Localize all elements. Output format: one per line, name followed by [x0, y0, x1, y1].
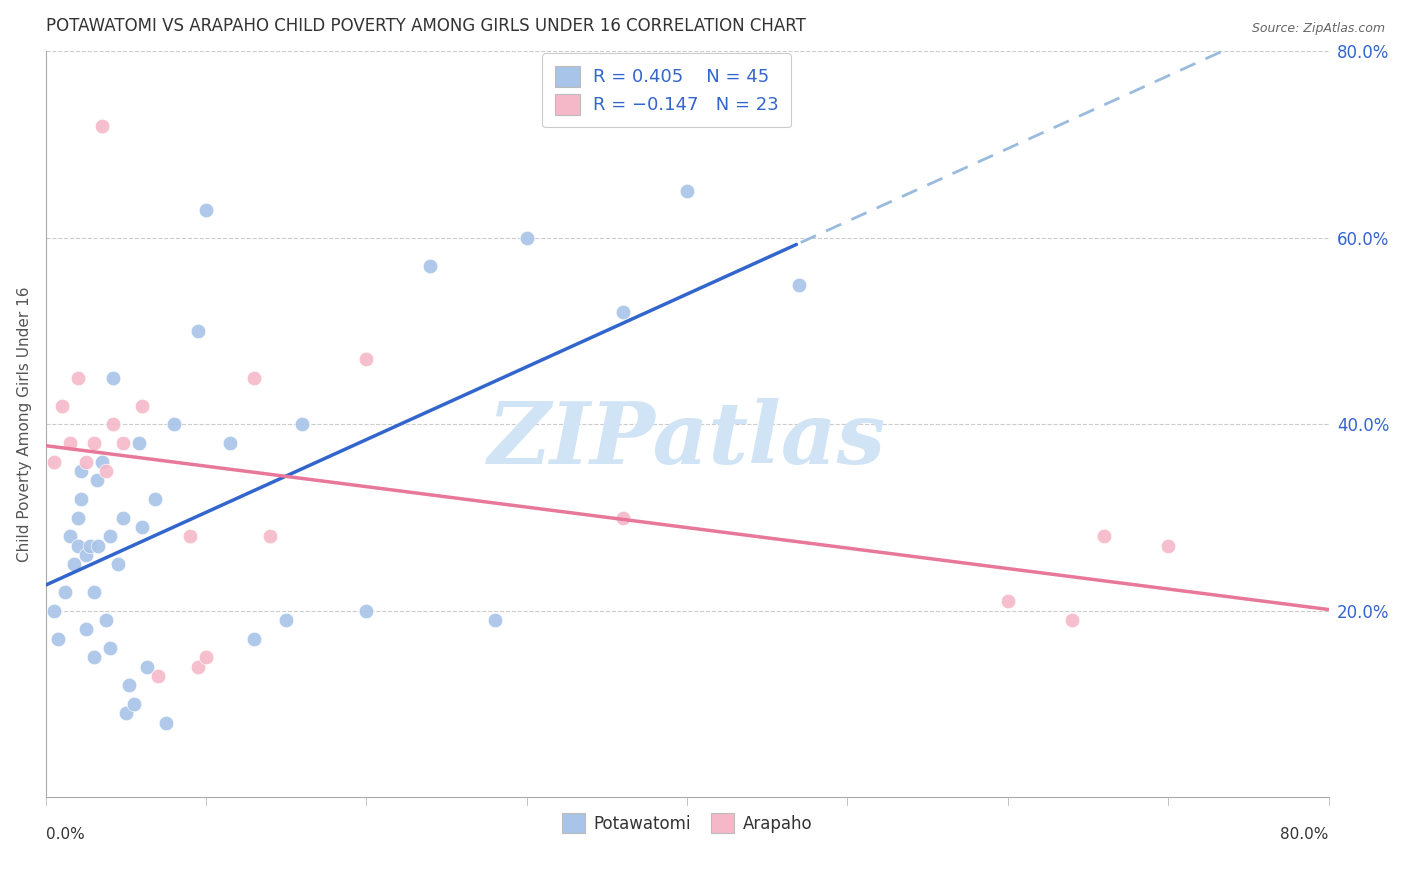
Point [96, 464, 118, 478]
Point [75, 548, 97, 562]
Point [111, 510, 134, 524]
Point [612, 510, 634, 524]
Point [128, 436, 150, 450]
Point [101, 417, 124, 432]
Point [98, 529, 121, 543]
Point [96, 613, 118, 627]
Point [131, 399, 153, 413]
Point [163, 417, 186, 432]
Text: 80.0%: 80.0% [1279, 827, 1329, 842]
Point [291, 417, 314, 432]
Point [219, 436, 242, 450]
Point [69, 464, 91, 478]
Point [83, 650, 105, 665]
Point [59, 436, 82, 450]
Point [259, 529, 281, 543]
Point [243, 632, 266, 646]
Point [419, 259, 441, 273]
Point [66, 539, 89, 553]
Point [997, 594, 1019, 608]
Point [98, 641, 121, 656]
Point [356, 604, 378, 618]
Text: ZIPatlas: ZIPatlas [488, 398, 886, 481]
Point [131, 520, 153, 534]
Point [135, 659, 157, 673]
Point [83, 436, 105, 450]
Point [63, 557, 86, 571]
Point [612, 305, 634, 319]
Point [1157, 539, 1180, 553]
Point [107, 557, 129, 571]
Text: Source: ZipAtlas.com: Source: ZipAtlas.com [1251, 22, 1385, 36]
Point [1060, 613, 1083, 627]
Legend: Potawatomi, Arapaho: Potawatomi, Arapaho [554, 805, 821, 841]
Point [194, 202, 217, 217]
Point [1092, 529, 1115, 543]
Point [187, 659, 209, 673]
Point [87, 539, 110, 553]
Point [90, 119, 112, 133]
Point [194, 650, 217, 665]
Point [51, 399, 73, 413]
Y-axis label: Child Poverty Among Girls Under 16: Child Poverty Among Girls Under 16 [17, 286, 32, 562]
Point [114, 706, 136, 721]
Point [66, 370, 89, 384]
Point [787, 277, 810, 292]
Point [243, 370, 266, 384]
Point [48, 632, 70, 646]
Point [143, 491, 166, 506]
Point [146, 669, 169, 683]
Point [111, 436, 134, 450]
Point [86, 473, 108, 487]
Point [90, 455, 112, 469]
Point [83, 585, 105, 599]
Point [516, 231, 538, 245]
Point [676, 184, 699, 198]
Text: POTAWATOMI VS ARAPAHO CHILD POVERTY AMONG GIRLS UNDER 16 CORRELATION CHART: POTAWATOMI VS ARAPAHO CHILD POVERTY AMON… [45, 17, 806, 35]
Point [101, 370, 124, 384]
Point [187, 324, 209, 338]
Point [118, 678, 141, 692]
Point [75, 623, 97, 637]
Point [66, 510, 89, 524]
Point [155, 715, 177, 730]
Point [122, 697, 145, 711]
Text: 0.0%: 0.0% [45, 827, 84, 842]
Point [53, 585, 76, 599]
Point [274, 613, 297, 627]
Point [59, 529, 82, 543]
Point [356, 352, 378, 367]
Point [79, 539, 101, 553]
Point [75, 455, 97, 469]
Point [42, 604, 65, 618]
Point [69, 491, 91, 506]
Point [179, 529, 201, 543]
Point [42, 455, 65, 469]
Point [484, 613, 506, 627]
